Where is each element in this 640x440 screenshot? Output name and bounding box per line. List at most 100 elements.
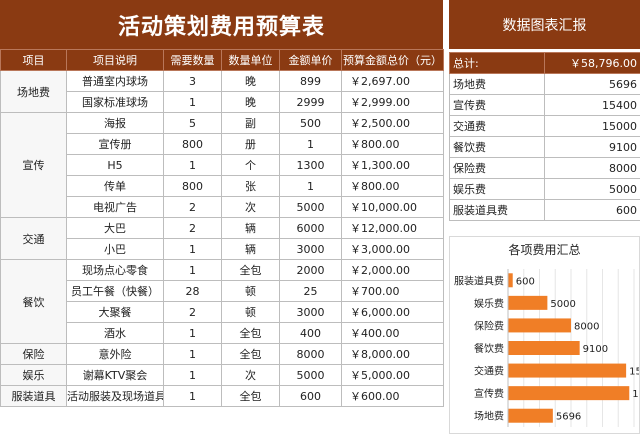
price-cell: 1 — [279, 175, 342, 197]
price-cell: 3000 — [279, 301, 342, 323]
total-cell: ￥2,500.00 — [341, 112, 444, 134]
category-label: 服装道具费 — [454, 274, 504, 287]
unit-cell: 次 — [221, 196, 280, 218]
bar — [508, 273, 513, 288]
unit-cell: 册 — [221, 133, 280, 155]
table-row: 交通 大巴 2 辆 6000 ￥12,000.00 — [0, 217, 444, 260]
cost-chart: 各项费用汇总 服装道具费 600 娱乐费 5000 保险费 8000 餐饮费 9100 交通费 1… — [449, 236, 640, 434]
data-label: 5696 — [556, 412, 581, 423]
item-desc-cell: 大聚餐 — [66, 301, 164, 323]
summary-total-label: 总计: — [449, 52, 545, 74]
qty-cell: 1 — [163, 385, 222, 407]
total-cell: ￥800.00 — [341, 133, 444, 155]
total-cell: ￥800.00 — [341, 175, 444, 197]
total-cell: ￥6,000.00 — [341, 301, 444, 323]
unit-cell: 全包 — [221, 322, 280, 344]
summary-row: 保险费 8000 — [449, 157, 640, 179]
unit-cell: 辆 — [221, 238, 280, 260]
price-cell: 600 — [279, 385, 342, 407]
total-cell: ￥12,000.00 — [341, 217, 444, 239]
summary-value: 8000 — [544, 157, 640, 179]
category-cell: 交通 — [0, 217, 67, 260]
price-cell: 1 — [279, 133, 342, 155]
total-cell: ￥2,697.00 — [341, 70, 444, 92]
unit-cell: 全包 — [221, 343, 280, 365]
table-row: 大聚餐 2 顿 3000 ￥6,000.00 — [1, 301, 444, 323]
data-label: 5000 — [550, 299, 575, 310]
item-desc-cell: 大巴 — [66, 217, 164, 239]
category-cell: 餐饮 — [0, 259, 67, 344]
total-cell: ￥8,000.00 — [341, 343, 444, 365]
table-row: 电视广告 2 次 5000 ￥10,000.00 — [1, 196, 444, 218]
qty-cell: 1 — [163, 259, 222, 281]
qty-cell: 3 — [163, 70, 222, 92]
qty-cell: 5 — [163, 112, 222, 134]
unit-cell: 晚 — [221, 70, 280, 92]
table-row: 宣传 海报 5 副 500 ￥2,500.00 — [0, 112, 444, 218]
summary-label: 宣传费 — [449, 94, 545, 116]
unit-cell: 副 — [221, 112, 280, 134]
total-cell: ￥700.00 — [341, 280, 444, 302]
summary-title: 数据图表汇报 — [449, 0, 640, 49]
item-desc-cell: 普通室内球场 — [66, 70, 164, 92]
summary-panel: 数据图表汇报 总计: ￥58,796.00 场地费 5696 宣传费 15400 交通费… — [449, 0, 640, 221]
category-label: 保险费 — [474, 319, 504, 332]
category-label: 娱乐费 — [474, 297, 504, 310]
bar — [508, 318, 571, 333]
summary-value: 5696 — [544, 73, 640, 95]
summary-row: 餐饮费 9100 — [449, 136, 640, 158]
qty-cell: 2 — [163, 196, 222, 218]
table-row: 娱乐 谢幕KTV聚会 1 次 5000 ￥5,000.00 — [0, 364, 444, 386]
summary-label: 娱乐费 — [449, 178, 545, 200]
category-cell: 宣传 — [0, 112, 67, 218]
item-desc-cell: 酒水 — [66, 322, 164, 344]
category-cell: 场地费 — [0, 70, 67, 113]
header-cell: 项目 — [0, 49, 67, 71]
qty-cell: 1 — [163, 238, 222, 260]
unit-cell: 辆 — [221, 217, 280, 239]
summary-value: 15400 — [544, 94, 640, 116]
summary-total-value: ￥58,796.00 — [544, 52, 640, 74]
price-cell: 3000 — [279, 238, 342, 260]
unit-cell: 全包 — [221, 259, 280, 281]
table-row: 宣传册 800 册 1 ￥800.00 — [1, 133, 444, 155]
data-label: 9100 — [583, 344, 608, 355]
item-desc-cell: 国家标准球场 — [66, 91, 164, 113]
budget-panel: 活动策划费用预算表 项目 项目说明 需要数量 数量单位 金额单价 预算金额总价（… — [0, 0, 444, 407]
summary-label: 交通费 — [449, 115, 545, 137]
item-desc-cell: 现场点心零食 — [66, 259, 164, 281]
qty-cell: 2 — [163, 217, 222, 239]
qty-cell: 1 — [163, 154, 222, 176]
table-row: 餐饮 现场点心零食 1 全包 2000 ￥2,000.00 — [0, 259, 444, 344]
category-cell: 娱乐 — [0, 364, 67, 386]
table-header-row: 项目 项目说明 需要数量 数量单位 金额单价 预算金额总价（元） — [0, 49, 444, 71]
item-desc-cell: H5 — [66, 154, 164, 176]
price-cell: 899 — [279, 70, 342, 92]
item-desc-cell: 传单 — [66, 175, 164, 197]
unit-cell: 全包 — [221, 385, 280, 407]
qty-cell: 800 — [163, 175, 222, 197]
total-cell: ￥3,000.00 — [341, 238, 444, 260]
qty-cell: 1 — [163, 322, 222, 344]
item-desc-cell: 宣传册 — [66, 133, 164, 155]
bar — [508, 386, 630, 401]
item-desc-cell: 电视广告 — [66, 196, 164, 218]
qty-cell: 1 — [163, 91, 222, 113]
bar — [508, 408, 553, 423]
qty-cell: 800 — [163, 133, 222, 155]
header-cell: 金额单价 — [279, 49, 342, 71]
item-desc-cell: 意外险 — [66, 343, 164, 365]
summary-label: 保险费 — [449, 157, 545, 179]
price-cell: 2999 — [279, 91, 342, 113]
price-cell: 2000 — [279, 259, 342, 281]
summary-row: 场地费 5696 — [449, 73, 640, 95]
price-cell: 8000 — [279, 343, 342, 365]
table-row: 场地费 普通室内球场 3 晚 899 ￥2,697.00 — [0, 70, 444, 113]
item-desc-cell: 活动服装及现场道具 — [66, 385, 164, 407]
data-label: 8000 — [574, 321, 599, 332]
qty-cell: 1 — [163, 343, 222, 365]
price-cell: 5000 — [279, 196, 342, 218]
summary-value: 600 — [544, 199, 640, 221]
table-row: 传单 800 张 1 ￥800.00 — [1, 175, 444, 197]
summary-row: 娱乐费 5000 — [449, 178, 640, 200]
